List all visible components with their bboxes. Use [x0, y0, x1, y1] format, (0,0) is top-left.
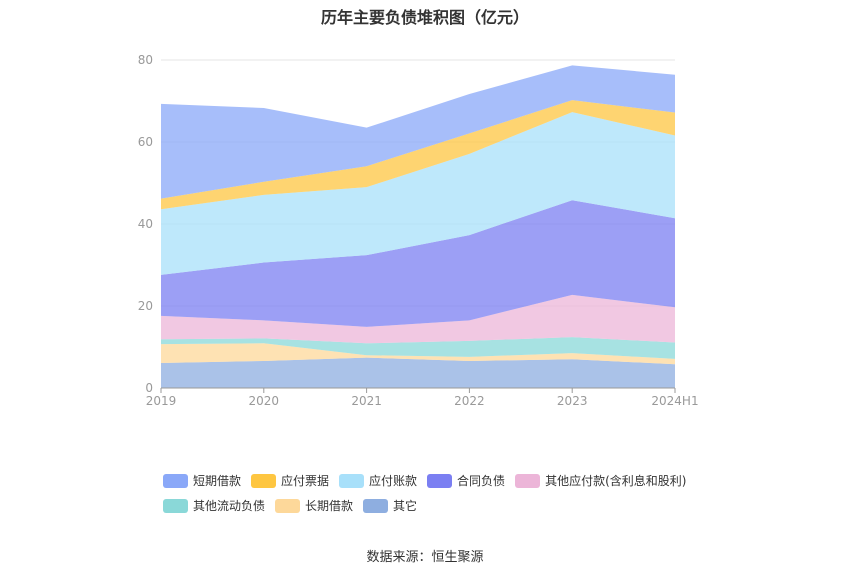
- legend-item[interactable]: 应付票据: [251, 472, 329, 489]
- legend-label: 合同负债: [457, 474, 506, 488]
- legend-item[interactable]: 长期借款: [275, 497, 353, 514]
- legend-swatch: [163, 473, 188, 488]
- area-series-7: [161, 100, 675, 210]
- area-series-1: [161, 357, 675, 388]
- data-source-note: 数据来源：恒生聚源: [366, 550, 484, 565]
- y-tick-label: 20: [138, 299, 153, 313]
- area-series-4: [161, 294, 675, 344]
- x-tick-label: 2022: [454, 394, 485, 408]
- x-tick-label: 2021: [351, 394, 382, 408]
- y-tick-label: 80: [138, 53, 153, 67]
- legend-swatch: [427, 473, 453, 488]
- y-tick-label: 0: [145, 381, 153, 395]
- x-tick-label: 2023: [557, 394, 588, 408]
- y-tick-label: 40: [138, 217, 153, 231]
- legend-swatch: [515, 473, 541, 488]
- legend-row-1: 短期借款 应付票据 应付账款 合同负债 其他应付款(含利息和股利): [163, 472, 723, 489]
- legend-item[interactable]: 其他流动负债: [163, 497, 265, 514]
- legend-swatch: [363, 498, 389, 513]
- area-series-2: [161, 343, 675, 365]
- legend-swatch: [275, 498, 301, 513]
- legend-label: 应付票据: [281, 474, 330, 488]
- legend-label: 其它: [393, 499, 418, 513]
- y-tick-label: 60: [138, 135, 153, 149]
- legend-swatch: [251, 473, 277, 488]
- legend-item[interactable]: 应付账款: [339, 472, 417, 489]
- x-tick-label: 2024H1: [651, 394, 698, 408]
- area-series-6: [161, 112, 675, 275]
- legend-item[interactable]: 其他应付款(含利息和股利): [515, 472, 686, 489]
- chart-title: 历年主要负债堆积图（亿元）: [320, 8, 529, 27]
- area-series-5: [161, 200, 675, 327]
- legend-label: 应付账款: [369, 474, 418, 488]
- legend-label: 其他流动负债: [193, 499, 266, 513]
- legend-label: 其他应付款(含利息和股利): [545, 474, 687, 488]
- legend-item[interactable]: 其它: [363, 497, 417, 514]
- legend-label: 长期借款: [305, 499, 354, 513]
- x-tick-label: 2019: [146, 394, 177, 408]
- legend-row-2: 其他流动负债 长期借款 其它: [163, 497, 723, 514]
- legend-item[interactable]: 短期借款: [163, 472, 241, 489]
- x-tick-label: 2020: [249, 394, 280, 408]
- legend-swatch: [163, 498, 188, 513]
- legend: 短期借款 应付票据 应付账款 合同负债 其他应付款(含利息和股利) 其他流动负债 长期借款…: [163, 472, 723, 522]
- legend-item[interactable]: 合同负债: [427, 472, 505, 489]
- legend-label: 短期借款: [193, 474, 242, 488]
- legend-swatch: [339, 473, 365, 488]
- area-series-3: [161, 337, 675, 359]
- area-series-8: [161, 65, 675, 199]
